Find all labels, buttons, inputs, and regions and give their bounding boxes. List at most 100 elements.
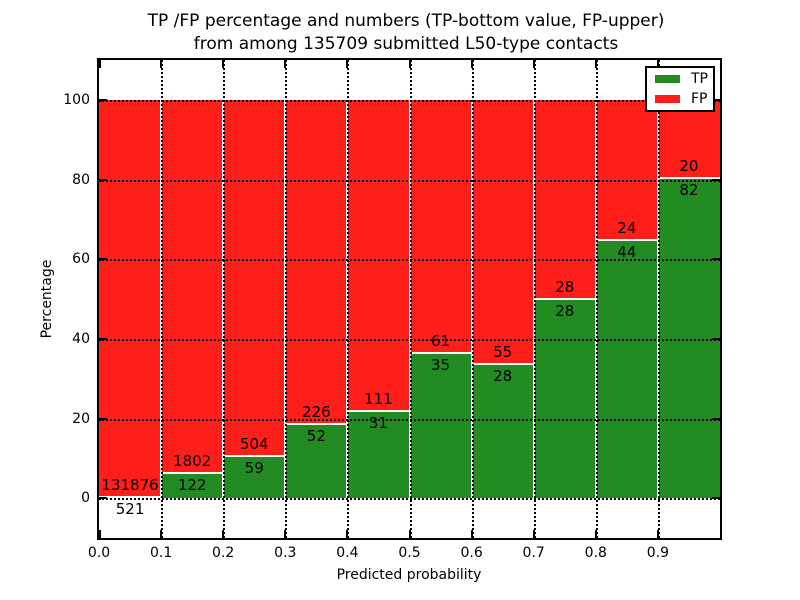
legend-label-fp: FP — [691, 91, 708, 107]
bar-fp-segment — [471, 99, 534, 364]
y-tick-mark — [99, 178, 107, 181]
x-tick-label: 0.0 — [87, 545, 111, 561]
x-tick-mark — [160, 60, 163, 68]
bar-count-label-tp: 82 — [679, 180, 699, 199]
y-tick-label: 60 — [72, 251, 90, 268]
x-tick-mark — [99, 60, 101, 68]
legend-entry-fp: FP — [655, 92, 713, 106]
bar-fp-segment — [595, 99, 658, 241]
x-tick-mark — [222, 530, 225, 538]
bar-count-label-fp: 111 — [364, 390, 393, 409]
x-tick-mark — [594, 530, 597, 538]
y-tick-mark — [712, 98, 720, 101]
y-tick-label: 80 — [72, 171, 90, 188]
bar-edge-boundary — [161, 471, 224, 474]
bar-tp-segment — [223, 456, 286, 499]
bar-tp-segment — [409, 352, 472, 499]
y-tick-mark — [99, 258, 107, 261]
gridline-vertical — [223, 60, 226, 538]
x-tick-mark — [656, 60, 659, 68]
gridline-horizontal — [99, 259, 720, 262]
bar-edge-boundary — [347, 410, 410, 413]
gridline-horizontal — [99, 99, 720, 102]
gridline-vertical — [409, 60, 412, 538]
tp-color-swatch — [655, 75, 680, 83]
x-tick-mark — [470, 60, 473, 68]
gridline-horizontal — [99, 338, 720, 341]
gridline-horizontal — [99, 418, 720, 421]
x-tick-label: 0.6 — [460, 545, 483, 561]
bar-count-label-tp: 59 — [244, 459, 264, 478]
bar-tp-segment — [285, 423, 348, 499]
x-tick-label: 0.7 — [522, 545, 545, 561]
x-tick-label: 0.2 — [212, 545, 235, 561]
gridline-vertical — [595, 60, 598, 538]
y-axis-label: Percentage — [39, 259, 55, 339]
bar-tp-segment — [161, 472, 224, 499]
bar-count-label-tp: 122 — [177, 475, 207, 494]
x-tick-mark — [284, 60, 287, 68]
plot-area: 131876 521 1802 122 504 59 226 52 111 31 61 35 55 28 2… — [97, 58, 722, 540]
x-tick-label: 0.8 — [584, 545, 607, 561]
bar-count-label-fp: 20 — [679, 156, 699, 175]
gridline-vertical — [347, 60, 350, 538]
x-tick-label: 0.4 — [336, 545, 359, 561]
x-tick-mark — [594, 60, 597, 68]
bar-count-label-fp: 504 — [239, 435, 269, 454]
y-tick-mark — [712, 337, 720, 340]
bar-edge-boundary — [99, 495, 162, 498]
x-tick-mark — [346, 530, 349, 538]
bar-count-label-fp: 24 — [617, 219, 637, 238]
bar-fp-segment — [533, 99, 596, 299]
bar-fp-segment — [347, 99, 410, 412]
bar-tp-segment — [657, 177, 720, 499]
bar-count-label-fp: 1802 — [173, 451, 212, 470]
bar-fp-segment — [285, 99, 348, 424]
gridline-vertical — [471, 60, 474, 538]
x-tick-label: 0.1 — [149, 545, 173, 561]
x-tick-mark — [532, 530, 535, 538]
x-tick-mark — [160, 530, 163, 538]
y-tick-label: 100 — [63, 91, 90, 108]
bar-count-label-tp: 52 — [306, 426, 326, 445]
y-tick-mark — [99, 417, 107, 420]
bar-fp-segment — [409, 99, 472, 353]
bar-count-label-tp: 28 — [493, 366, 513, 385]
y-tick-mark — [99, 98, 107, 101]
bar-tp-segment — [471, 363, 534, 499]
bar-edge-boundary — [409, 351, 472, 354]
y-tick-label: 0 — [81, 490, 90, 507]
bar-count-label-tp: 31 — [368, 414, 388, 433]
bar-count-label-fp: 61 — [431, 331, 451, 350]
fp-color-swatch — [655, 95, 680, 103]
y-tick-mark — [99, 497, 107, 500]
bar-fp-segment — [657, 99, 720, 178]
bar-edge-boundary — [285, 422, 348, 425]
gridline-vertical — [285, 60, 288, 538]
y-tick-label: 20 — [72, 410, 90, 427]
x-tick-label: 0.3 — [274, 545, 297, 561]
legend: TP FP — [645, 66, 715, 112]
x-tick-mark — [408, 60, 411, 68]
bar-edge-boundary — [533, 298, 596, 300]
x-tick-label: 0.5 — [398, 545, 421, 561]
y-tick-label: 40 — [72, 330, 90, 347]
bar-edge-boundary — [223, 455, 286, 458]
y-tick-mark — [712, 178, 720, 181]
bar-count-label-tp: 44 — [617, 243, 637, 262]
bar-count-label-tp: 521 — [115, 499, 145, 518]
bar-count-label-tp: 35 — [431, 355, 451, 374]
gridline-vertical — [657, 60, 660, 538]
y-tick-mark — [712, 497, 720, 500]
x-tick-mark — [99, 530, 101, 538]
bar-fp-segment — [223, 99, 286, 457]
bar-fp-segment — [161, 99, 224, 473]
legend-entry-tp: TP — [655, 72, 713, 86]
bar-count-label-fp: 28 — [555, 278, 575, 296]
bar-edge-boundary — [471, 362, 534, 365]
legend-label-tp: TP — [691, 71, 708, 87]
x-tick-mark — [656, 530, 659, 538]
x-axis-label: Predicted probability — [336, 567, 482, 583]
x-tick-mark — [470, 530, 473, 538]
